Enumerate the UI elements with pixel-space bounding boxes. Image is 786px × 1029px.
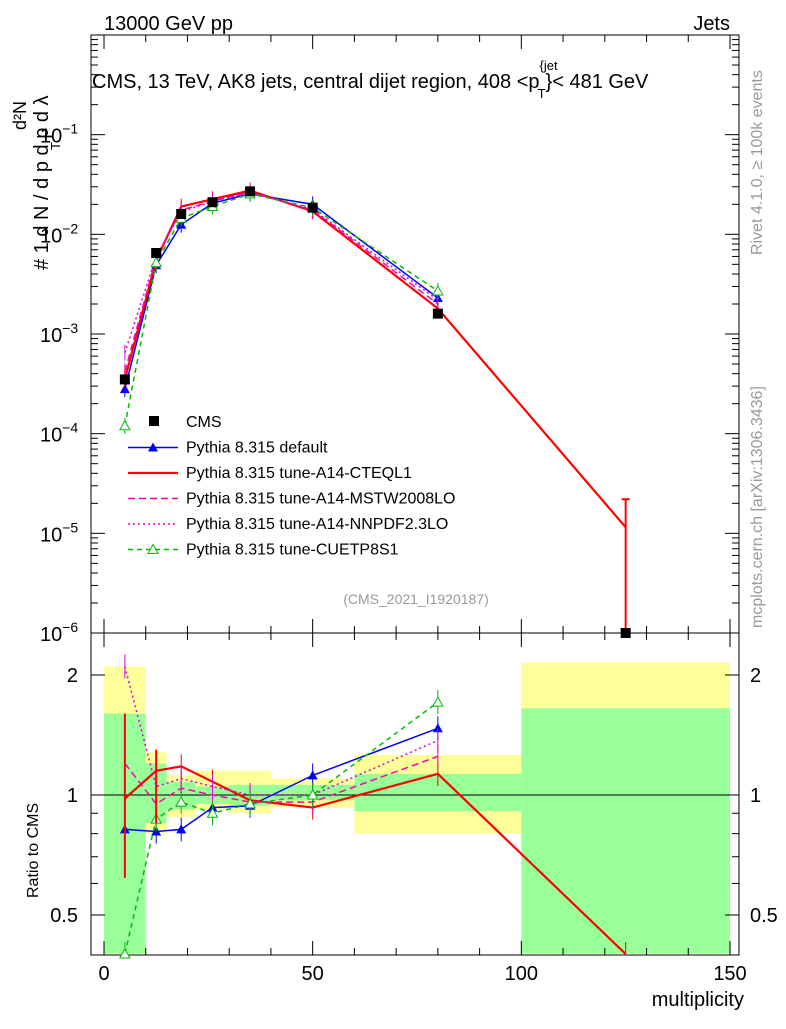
ratio-marker <box>307 770 318 780</box>
y-tick-label: 10−2 <box>40 220 78 247</box>
x-tick-label: 0 <box>98 963 109 985</box>
title-main: CMS, 13 TeV, AK8 jets, central dijet reg… <box>92 71 540 93</box>
legend-marker <box>148 442 158 452</box>
y-axis-label-numer: d²N <box>10 101 30 130</box>
ratio-y-label: Ratio to CMS <box>25 803 42 898</box>
series-marker <box>119 419 131 431</box>
ratio-tick-label: 2 <box>67 665 78 687</box>
y-axis-label-sub: T <box>48 142 63 150</box>
y-tick-label: 10−5 <box>40 519 78 546</box>
x-axis-label: multiplicity <box>652 989 744 1011</box>
ratio-panel-frame <box>90 632 740 956</box>
x-tick-label: 150 <box>713 963 746 985</box>
main-series <box>119 182 631 638</box>
cms-data-point <box>245 186 256 197</box>
series-marker <box>150 256 163 268</box>
legend-label-cms: CMS <box>186 414 222 431</box>
series-marker <box>119 384 130 394</box>
series-marker <box>432 284 444 296</box>
legend-label: Pythia 8.315 default <box>186 440 328 457</box>
stat-uncertainty-band <box>521 708 730 954</box>
y-tick-label: 10−6 <box>40 619 78 646</box>
plot-title: CMS, 13 TeV, AK8 jets, central dijet reg… <box>92 58 649 101</box>
y-tick-label: 10−4 <box>40 420 78 447</box>
x-tick-label: 100 <box>505 963 538 985</box>
process-label: Jets <box>693 13 730 35</box>
ratio-tick-label-right: 1 <box>750 785 761 807</box>
analysis-id: (CMS_2021_I1920187) <box>343 591 489 607</box>
cms-data-point <box>119 374 130 385</box>
cms-data-point <box>176 208 187 219</box>
mcplots-label: mcplots.cern.ch [arXiv:1306.3436] <box>749 386 766 628</box>
y-axis-label-text: # 1 d N / d p d p d λ <box>31 95 53 270</box>
ratio-marker <box>244 797 256 809</box>
cms-data-point <box>432 308 443 319</box>
cms-data-point <box>307 202 318 213</box>
ratio-tick-label: 0.5 <box>50 905 78 927</box>
ratio-marker <box>432 723 443 733</box>
legend-label: Pythia 8.315 tune-A14-CTEQL1 <box>186 465 412 482</box>
axis-ticks: 0 50 100 150 10−1 10−2 10−3 10−4 10−5 10−6 2 2 1 1 0.5… <box>40 35 778 985</box>
x-tick-label: 50 <box>302 963 324 985</box>
legend-marker-cms <box>149 416 159 426</box>
title-sup: {jet <box>540 58 558 73</box>
legend-label: Pythia 8.315 tune-A14-MSTW2008LO <box>186 491 455 508</box>
title-sub: T <box>538 86 546 101</box>
legend-label: Pythia 8.315 tune-CUETP8S1 <box>186 542 399 559</box>
rivet-label: Rivet 4.1.0, ≥ 100k events <box>749 70 766 255</box>
title-end: }< 481 GeV <box>546 71 650 93</box>
legend-label: Pythia 8.315 tune-A14-NNPDF2.3LO <box>186 516 448 533</box>
ratio-marker <box>175 796 188 807</box>
ratio-bands <box>104 662 730 954</box>
ratio-tick-label-right: 2 <box>750 665 761 687</box>
ratio-series <box>119 654 627 959</box>
ratio-marker <box>206 807 219 818</box>
y-tick-label: 10−1 <box>40 121 78 148</box>
legend-marker <box>147 543 159 554</box>
energy-label: 13000 GeV pp <box>104 13 233 35</box>
ratio-marker <box>176 824 187 834</box>
cms-data-point <box>207 197 218 208</box>
ratio-marker <box>119 947 131 959</box>
series-line <box>124 193 439 390</box>
cms-data-point <box>620 628 631 638</box>
ratio-tick-label: 1 <box>67 785 78 807</box>
ratio-marker <box>432 696 444 707</box>
ratio-tick-label-right: 0.5 <box>750 905 778 927</box>
cms-data-point <box>151 247 162 258</box>
y-tick-label: 10−3 <box>40 320 78 347</box>
series-line <box>124 191 439 372</box>
y-axis-label: # 1 d N / d p d p d λ d²N T <box>10 95 63 270</box>
legend: CMS Pythia 8.315 default Pythia 8.315 tune… <box>128 414 455 559</box>
ratio-marker <box>306 788 319 800</box>
